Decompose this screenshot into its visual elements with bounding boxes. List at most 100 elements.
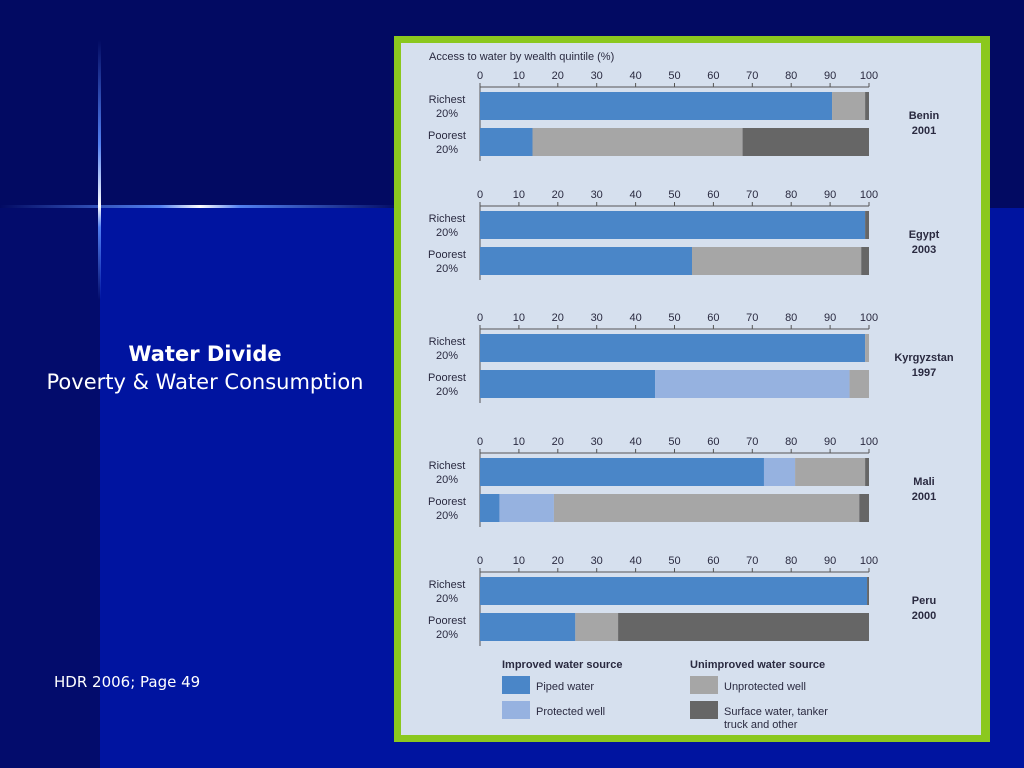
tick-label: 70 bbox=[746, 555, 758, 567]
surface-water-segment bbox=[859, 494, 869, 522]
tick-label: 10 bbox=[513, 555, 525, 567]
surface-water-segment bbox=[867, 577, 869, 605]
tick-label: 50 bbox=[668, 189, 680, 201]
piped-water-segment bbox=[480, 247, 693, 275]
tick-label: 100 bbox=[860, 555, 878, 567]
legend-label-piped-water: Piped water bbox=[536, 681, 594, 693]
unprotected-well-segment bbox=[849, 370, 869, 398]
tick-label: 80 bbox=[785, 189, 797, 201]
tick-label: 0 bbox=[477, 555, 483, 567]
row-label-richest: Richest 20% bbox=[429, 579, 466, 605]
tick-label: 0 bbox=[477, 312, 483, 324]
sparkle-horizontal-ray bbox=[0, 205, 400, 208]
tick-label: 30 bbox=[591, 70, 603, 82]
legend-label-protected-well: Protected well bbox=[536, 706, 605, 718]
tick-label: 50 bbox=[668, 312, 680, 324]
tick-label: 100 bbox=[860, 189, 878, 201]
surface-water-segment bbox=[742, 128, 869, 156]
row-label-richest: Richest 20% bbox=[429, 94, 466, 120]
tick-label: 20 bbox=[552, 436, 564, 448]
unprotected-well-segment bbox=[532, 128, 743, 156]
tick-label: 80 bbox=[785, 555, 797, 567]
legend-swatch-surface-water bbox=[690, 701, 718, 719]
country-label: Egypt 2003 bbox=[909, 229, 940, 256]
tick-label: 30 bbox=[591, 436, 603, 448]
tick-label: 10 bbox=[513, 70, 525, 82]
tick-label: 60 bbox=[707, 70, 719, 82]
row-label-poorest: Poorest 20% bbox=[428, 130, 466, 156]
tick-label: 80 bbox=[785, 70, 797, 82]
tick-label: 80 bbox=[785, 436, 797, 448]
tick-label: 0 bbox=[477, 189, 483, 201]
tick-label: 40 bbox=[629, 436, 641, 448]
background-left-band bbox=[0, 208, 100, 768]
legend-group-unimproved: Unimproved water source bbox=[690, 659, 825, 671]
chart-title: Access to water by wealth quintile (%) bbox=[429, 51, 614, 63]
protected-well-segment bbox=[499, 494, 554, 522]
unprotected-well-segment bbox=[553, 494, 860, 522]
tick-label: 50 bbox=[668, 436, 680, 448]
tick-label: 30 bbox=[591, 555, 603, 567]
sparkle-vertical-ray bbox=[98, 40, 101, 300]
piped-water-segment bbox=[480, 577, 868, 605]
surface-water-segment bbox=[865, 458, 869, 486]
protected-well-segment bbox=[655, 370, 850, 398]
tick-label: 40 bbox=[629, 70, 641, 82]
row-label-poorest: Poorest 20% bbox=[428, 615, 466, 641]
slide-title-block: Water Divide Poverty & Water Consumption bbox=[10, 340, 400, 396]
slide-title: Water Divide bbox=[128, 342, 282, 366]
tick-label: 20 bbox=[552, 70, 564, 82]
unprotected-well-segment bbox=[692, 247, 862, 275]
tick-label: 60 bbox=[707, 436, 719, 448]
piped-water-segment bbox=[480, 494, 500, 522]
tick-label: 80 bbox=[785, 312, 797, 324]
tick-label: 30 bbox=[591, 312, 603, 324]
unprotected-well-segment bbox=[575, 613, 619, 641]
unprotected-well-segment bbox=[795, 458, 866, 486]
surface-water-segment bbox=[865, 92, 869, 120]
source-note: HDR 2006; Page 49 bbox=[54, 673, 201, 691]
piped-water-segment bbox=[480, 613, 576, 641]
legend-swatch-piped-water bbox=[502, 676, 530, 694]
tick-label: 20 bbox=[552, 189, 564, 201]
row-label-richest: Richest 20% bbox=[429, 336, 466, 362]
tick-label: 0 bbox=[477, 436, 483, 448]
piped-water-segment bbox=[480, 92, 833, 120]
piped-water-segment bbox=[480, 334, 866, 362]
legend-label-unprotected-well: Unprotected well bbox=[724, 681, 806, 693]
slide-subtitle: Poverty & Water Consumption bbox=[46, 370, 364, 394]
tick-label: 10 bbox=[513, 189, 525, 201]
tick-label: 20 bbox=[552, 555, 564, 567]
tick-label: 10 bbox=[513, 436, 525, 448]
tick-label: 30 bbox=[591, 189, 603, 201]
tick-label: 70 bbox=[746, 189, 758, 201]
legend-swatch-protected-well bbox=[502, 701, 530, 719]
protected-well-segment bbox=[763, 458, 796, 486]
surface-water-segment bbox=[865, 211, 869, 239]
tick-label: 100 bbox=[860, 312, 878, 324]
tick-label: 100 bbox=[860, 436, 878, 448]
tick-label: 20 bbox=[552, 312, 564, 324]
row-label-poorest: Poorest 20% bbox=[428, 249, 466, 275]
row-label-richest: Richest 20% bbox=[429, 213, 466, 239]
row-label-poorest: Poorest 20% bbox=[428, 372, 466, 398]
legend-label-surface-water: Surface water, tanker truck and other bbox=[724, 706, 828, 731]
country-label: Kyrgyzstan 1997 bbox=[894, 352, 954, 379]
tick-label: 0 bbox=[477, 70, 483, 82]
tick-label: 90 bbox=[824, 70, 836, 82]
row-label-poorest: Poorest 20% bbox=[428, 496, 466, 522]
piped-water-segment bbox=[480, 128, 533, 156]
legend-swatch-unprotected-well bbox=[690, 676, 718, 694]
tick-label: 70 bbox=[746, 70, 758, 82]
tick-label: 10 bbox=[513, 312, 525, 324]
legend-group-improved: Improved water source bbox=[502, 659, 622, 671]
piped-water-segment bbox=[480, 458, 764, 486]
tick-label: 100 bbox=[860, 70, 878, 82]
country-label: Benin 2001 bbox=[909, 110, 940, 137]
unprotected-well-segment bbox=[832, 92, 866, 120]
tick-label: 50 bbox=[668, 70, 680, 82]
tick-label: 60 bbox=[707, 312, 719, 324]
piped-water-segment bbox=[480, 211, 866, 239]
tick-label: 70 bbox=[746, 436, 758, 448]
